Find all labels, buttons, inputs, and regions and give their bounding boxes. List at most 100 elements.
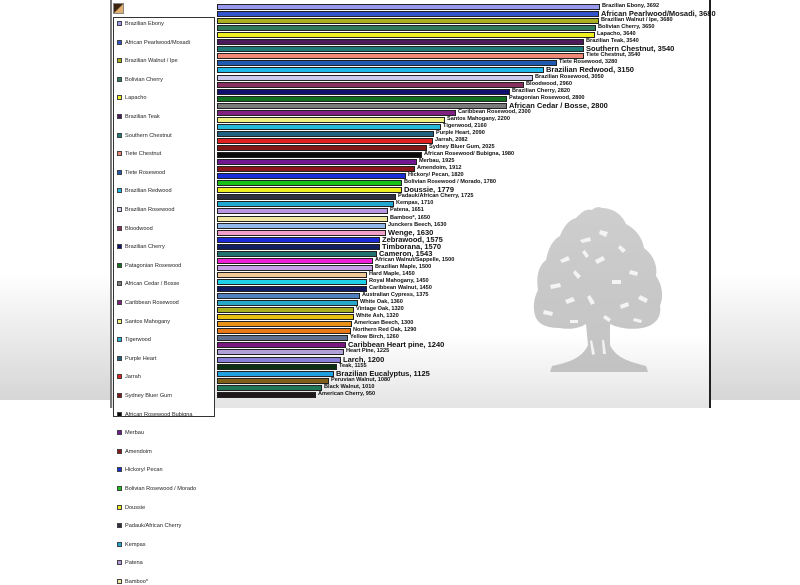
bar[interactable] [217,194,396,201]
bar[interactable] [217,208,388,215]
bar[interactable] [217,159,417,166]
legend-item[interactable]: Amendoim [117,448,215,455]
bar[interactable] [217,293,360,300]
bar[interactable] [217,88,510,95]
legend-label: Purple Heart [125,355,157,362]
bar[interactable] [217,74,533,81]
legend-item[interactable]: Southern Chestnut [117,132,215,139]
bar[interactable] [217,391,316,398]
legend-item[interactable]: Patagonian Rosewood [117,262,215,269]
bar[interactable] [217,321,352,328]
bar[interactable] [217,250,377,257]
bar[interactable] [217,349,344,356]
bar[interactable] [217,215,388,222]
legend-item[interactable]: Bolivian Cherry [117,76,215,83]
bar-value-label: Brazilian Cherry, 2820 [512,87,571,94]
bar-value-label: Brazilian Ebony, 3692 [602,3,660,9]
bar[interactable] [217,236,380,243]
legend-item[interactable]: Bolivian Rosewood / Morado [117,486,215,492]
legend-item[interactable]: African Cedar / Bosse [117,281,215,287]
bar[interactable] [217,166,415,173]
bar-value-label: Black Walnut, 1010 [324,383,375,390]
bar[interactable] [217,264,373,271]
legend-item[interactable]: Caribbean Rosewood [117,300,215,306]
bar[interactable] [217,4,600,10]
bar[interactable] [217,109,456,116]
legend-item[interactable]: Sydney Bluer Gum [117,393,215,399]
legend-swatch-icon [117,430,122,436]
legend-item[interactable]: Tiete Rosewood [117,169,215,176]
bar[interactable] [217,286,367,292]
legend-item[interactable]: Brazilian Redwood [117,188,215,194]
bar[interactable] [217,314,354,321]
bar[interactable] [217,328,351,335]
legend-item[interactable]: Brazilian Teak [117,114,215,120]
legend-item[interactable]: Purple Heart [117,355,215,362]
bar[interactable] [217,377,329,384]
legend-item[interactable]: Doussie [117,504,215,511]
bar[interactable] [217,130,434,137]
bar[interactable] [217,116,445,123]
legend-item[interactable]: Brazilian Cherry [117,244,215,250]
bar[interactable] [217,95,507,102]
bar[interactable] [217,46,584,53]
legend-item[interactable]: Brazilian Walnut / Ipe [117,58,215,64]
bar[interactable] [217,363,337,370]
bar[interactable] [217,335,348,342]
bar[interactable] [217,39,584,46]
bar[interactable] [217,370,334,377]
bar[interactable] [217,180,402,187]
bar[interactable] [217,81,524,88]
bar[interactable] [217,300,358,307]
bar[interactable] [217,201,394,208]
legend-item[interactable]: Jarrah [117,374,215,380]
bar[interactable] [217,342,346,349]
chart-menu-icon[interactable] [113,3,124,14]
bar[interactable] [217,173,406,180]
bar[interactable] [217,187,402,194]
bar[interactable] [217,356,341,363]
bar-value-label: Hard Maple, 1450 [369,270,415,277]
legend-label: Bolivian Rosewood / Morado [125,486,197,492]
bar[interactable] [217,11,599,18]
legend-item[interactable]: Patena [117,560,215,566]
bar[interactable] [217,384,322,391]
bar[interactable] [217,137,433,144]
legend-item[interactable]: Bamboo* [117,579,215,585]
bar[interactable] [217,271,367,278]
bar[interactable] [217,60,557,67]
bar[interactable] [217,257,373,264]
bar-value-label: Bolivian Rosewood / Morado, 1780 [404,179,497,186]
legend-item[interactable]: Merbau [117,430,215,436]
bar[interactable] [217,229,386,236]
bar[interactable] [217,278,367,285]
legend-item[interactable]: Brazilian Rosewood [117,207,215,213]
legend-item[interactable]: Santos Mahogany [117,318,215,325]
bar[interactable] [217,53,584,60]
bar[interactable] [217,152,422,159]
legend-item[interactable]: Lapacho [117,95,215,101]
legend-item[interactable]: Tiete Chestnut [117,151,215,157]
bar[interactable] [217,67,544,74]
bar[interactable] [217,32,595,39]
legend-label: Brazilian Walnut / Ipe [125,58,178,65]
legend-item[interactable]: African Pearlwood/Mosadi [117,39,215,46]
legend-item[interactable]: African Rosewood Bubigna [117,411,215,418]
legend-item[interactable]: Padauk/African Cherry [117,523,215,529]
bar[interactable] [217,102,507,109]
bar[interactable] [217,18,599,25]
legend-item[interactable]: Tigerwood [117,337,215,343]
legend-item[interactable]: Kempas [117,541,215,548]
bar[interactable] [217,123,441,130]
bar[interactable] [217,243,380,250]
bar[interactable] [217,222,386,229]
legend-item[interactable]: Bloodwood [117,225,215,232]
legend-swatch-icon [117,207,122,212]
legend-item[interactable]: Brazilian Ebony [117,21,215,27]
bar[interactable] [217,145,427,151]
bar[interactable] [217,307,354,314]
legend-swatch-icon [117,95,122,101]
bar[interactable] [217,25,596,32]
bar-value-label: Patagonian Rosewood, 2800 [509,94,585,101]
legend-item[interactable]: Hickory/ Pecan [117,467,215,473]
